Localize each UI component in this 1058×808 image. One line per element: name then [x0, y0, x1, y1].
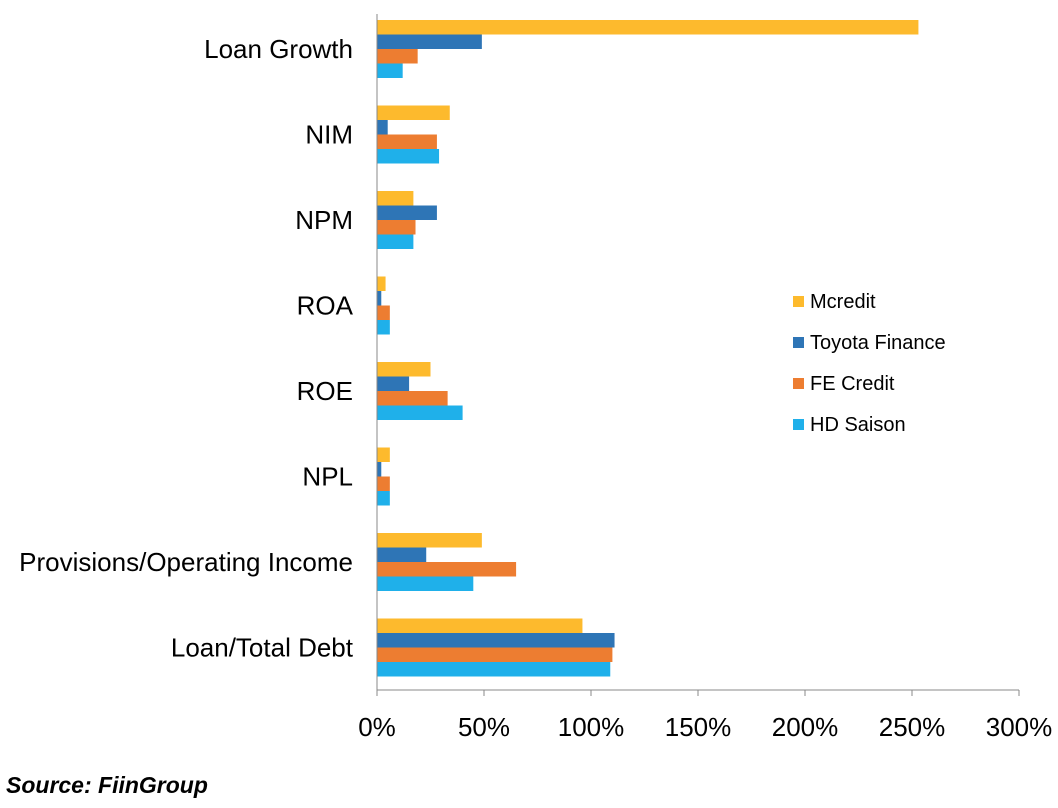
bar-hd-saison-nim — [377, 149, 440, 164]
bar-mcredit-nim — [377, 105, 450, 120]
bar-fe-credit-nim — [377, 134, 437, 149]
category-label: NPM — [295, 205, 353, 235]
bar-hd-saison-loan-total-debt — [377, 662, 611, 677]
bar-fe-credit-npl — [377, 476, 390, 491]
bar-hd-saison-npl — [377, 491, 390, 506]
bar-hd-saison-loan-growth — [377, 63, 403, 78]
bar-mcredit-loan-total-debt — [377, 618, 583, 633]
x-tick-label: 300% — [986, 712, 1053, 742]
category-label: NIM — [305, 120, 353, 150]
x-tick-labels: 0% 50% 100% 150% 200% 250% 300% — [358, 712, 1052, 742]
x-tick-label: 200% — [772, 712, 839, 742]
category-label: Loan Growth — [204, 34, 353, 64]
source-note: Source: FiinGroup — [6, 772, 208, 798]
x-tick-label: 50% — [458, 712, 510, 742]
category-label: ROE — [297, 376, 353, 406]
legend: Mcredit Toyota Finance FE Credit HD Saison — [793, 291, 946, 436]
bar-mcredit-provisions-operating-income — [377, 533, 482, 548]
bar-fe-credit-provisions-operating-income — [377, 562, 517, 577]
bar-toyota-finance-roa — [377, 291, 382, 306]
category-label: Provisions/Operating Income — [19, 547, 353, 577]
bar-hd-saison-roa — [377, 320, 390, 335]
bar-fe-credit-npm — [377, 220, 416, 235]
bar-toyota-finance-loan-growth — [377, 34, 482, 49]
legend-label: FE Credit — [810, 373, 895, 395]
bar-mcredit-npl — [377, 447, 390, 462]
x-tick-label: 0% — [358, 712, 396, 742]
bar-fe-credit-roe — [377, 391, 448, 406]
x-tick-label: 250% — [879, 712, 946, 742]
bar-fe-credit-loan-growth — [377, 49, 418, 64]
bar-mcredit-roa — [377, 276, 386, 291]
x-tick-label: 100% — [558, 712, 625, 742]
bar-fe-credit-roa — [377, 305, 390, 320]
bar-hd-saison-provisions-operating-income — [377, 576, 474, 591]
bar-mcredit-loan-growth — [377, 20, 919, 35]
category-label: NPL — [302, 462, 353, 492]
bar-toyota-finance-provisions-operating-income — [377, 547, 427, 562]
bar-mcredit-roe — [377, 362, 431, 377]
legend-swatch — [793, 378, 804, 389]
legend-swatch — [793, 337, 804, 348]
bar-toyota-finance-roe — [377, 376, 410, 391]
legend-label: Mcredit — [810, 291, 876, 313]
bar-toyota-finance-nim — [377, 120, 388, 135]
bar-fe-credit-loan-total-debt — [377, 647, 613, 662]
bar-toyota-finance-loan-total-debt — [377, 633, 615, 648]
bar-hd-saison-roe — [377, 405, 463, 420]
category-label: Loan/Total Debt — [171, 633, 354, 663]
category-labels: Loan Growth NIM NPM ROA ROE NPL Provisions/Ope… — [19, 34, 354, 663]
legend-swatch — [793, 296, 804, 307]
legend-swatch — [793, 419, 804, 430]
legend-label: HD Saison — [810, 414, 906, 436]
category-label: ROA — [297, 291, 354, 321]
bars — [377, 20, 919, 677]
axes — [376, 14, 1020, 696]
bar-mcredit-npm — [377, 191, 414, 206]
bar-toyota-finance-npl — [377, 462, 382, 477]
bar-hd-saison-npm — [377, 234, 414, 249]
legend-label: Toyota Finance — [810, 332, 946, 354]
x-tick-label: 150% — [665, 712, 732, 742]
bar-toyota-finance-npm — [377, 205, 437, 220]
